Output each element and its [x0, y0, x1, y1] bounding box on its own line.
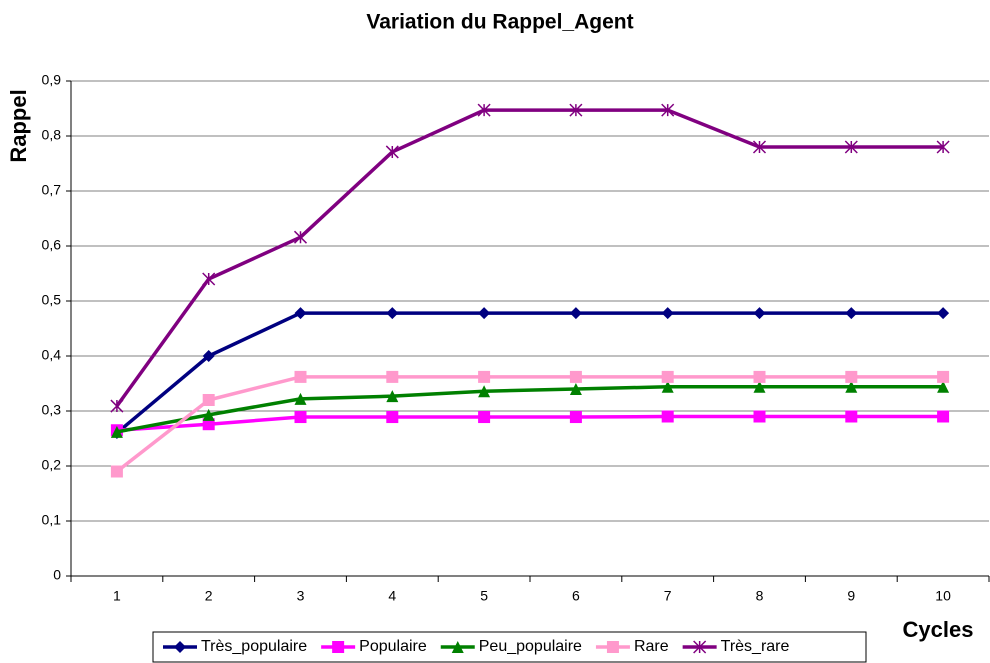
x-tick-label: 9 [847, 588, 855, 604]
x-tick-label: 4 [388, 588, 396, 604]
marker [386, 411, 399, 424]
legend-marker [451, 641, 464, 653]
legend-marker [606, 641, 619, 653]
marker [202, 394, 215, 406]
legend-label: Très_populaire [201, 638, 307, 655]
legend-marker [332, 641, 345, 653]
x-tick-label: 3 [297, 588, 305, 604]
series-line [116, 414, 944, 432]
legend-marker [174, 641, 186, 653]
marker [937, 380, 950, 393]
series-line [115, 108, 944, 408]
marker [661, 380, 674, 393]
marker [386, 370, 399, 383]
marker [202, 350, 215, 362]
marker [386, 390, 399, 403]
marker [202, 272, 216, 286]
x-tick-label: 7 [664, 588, 672, 604]
marker [569, 370, 582, 383]
marker [937, 307, 950, 320]
marker [569, 411, 582, 424]
marker [478, 307, 491, 320]
marker [110, 425, 123, 438]
series-line [115, 311, 944, 435]
y-tick-label: 0,9 [42, 72, 62, 88]
marker [294, 411, 307, 424]
marker [844, 140, 858, 154]
legend-label: Populaire [359, 638, 427, 655]
marker [293, 230, 308, 244]
y-tick-label: 0,4 [42, 347, 62, 363]
legend-box [152, 631, 867, 663]
y-tick-label: 0,3 [42, 402, 62, 418]
y-tick-label: 0 [53, 567, 61, 583]
marker [569, 383, 582, 395]
y-tick-label: 0,7 [42, 182, 62, 198]
series-line [116, 385, 944, 434]
marker [569, 307, 582, 320]
marker [937, 410, 950, 423]
marker [937, 370, 950, 383]
marker [845, 370, 858, 383]
marker [753, 380, 766, 393]
y-tick-label: 0,2 [42, 457, 62, 473]
x-tick-label: 1 [113, 588, 121, 604]
marker [202, 418, 215, 431]
y-tick-label: 0,8 [42, 127, 62, 143]
marker [294, 307, 307, 320]
marker [845, 410, 858, 423]
legend-label: Peu_populaire [479, 638, 582, 655]
marker [936, 140, 950, 154]
marker [753, 410, 766, 423]
marker [661, 307, 674, 320]
legend-marker [693, 640, 707, 654]
marker [478, 385, 491, 398]
y-tick-label: 0,1 [42, 512, 62, 528]
marker [110, 399, 124, 413]
y-axis-title: Rappel [6, 89, 31, 162]
y-tick-label: 0,5 [42, 292, 62, 308]
chart-title: Variation du Rappel_Agent [366, 11, 633, 34]
legend-label: Rare [634, 638, 669, 655]
marker [385, 145, 399, 159]
marker [110, 465, 123, 478]
marker [386, 307, 399, 320]
marker [661, 410, 674, 423]
marker [752, 140, 767, 154]
marker [294, 392, 307, 405]
marker [478, 411, 491, 424]
x-axis-title: Cycles [903, 617, 974, 642]
marker [202, 408, 215, 421]
x-tick-label: 8 [756, 588, 764, 604]
legend-label: Très_rare [721, 638, 790, 655]
marker [661, 370, 674, 383]
marker [478, 370, 491, 383]
x-tick-label: 6 [572, 588, 580, 604]
y-tick-label: 0,6 [42, 237, 62, 253]
marker [294, 370, 307, 383]
marker [661, 103, 675, 117]
x-tick-label: 10 [935, 588, 951, 604]
series-line [115, 375, 944, 473]
marker [477, 103, 491, 117]
marker [569, 103, 583, 117]
marker [845, 307, 858, 320]
marker [845, 380, 858, 393]
x-tick-label: 2 [205, 588, 213, 604]
marker [753, 307, 766, 320]
x-tick-label: 5 [480, 588, 488, 604]
marker [753, 370, 766, 383]
